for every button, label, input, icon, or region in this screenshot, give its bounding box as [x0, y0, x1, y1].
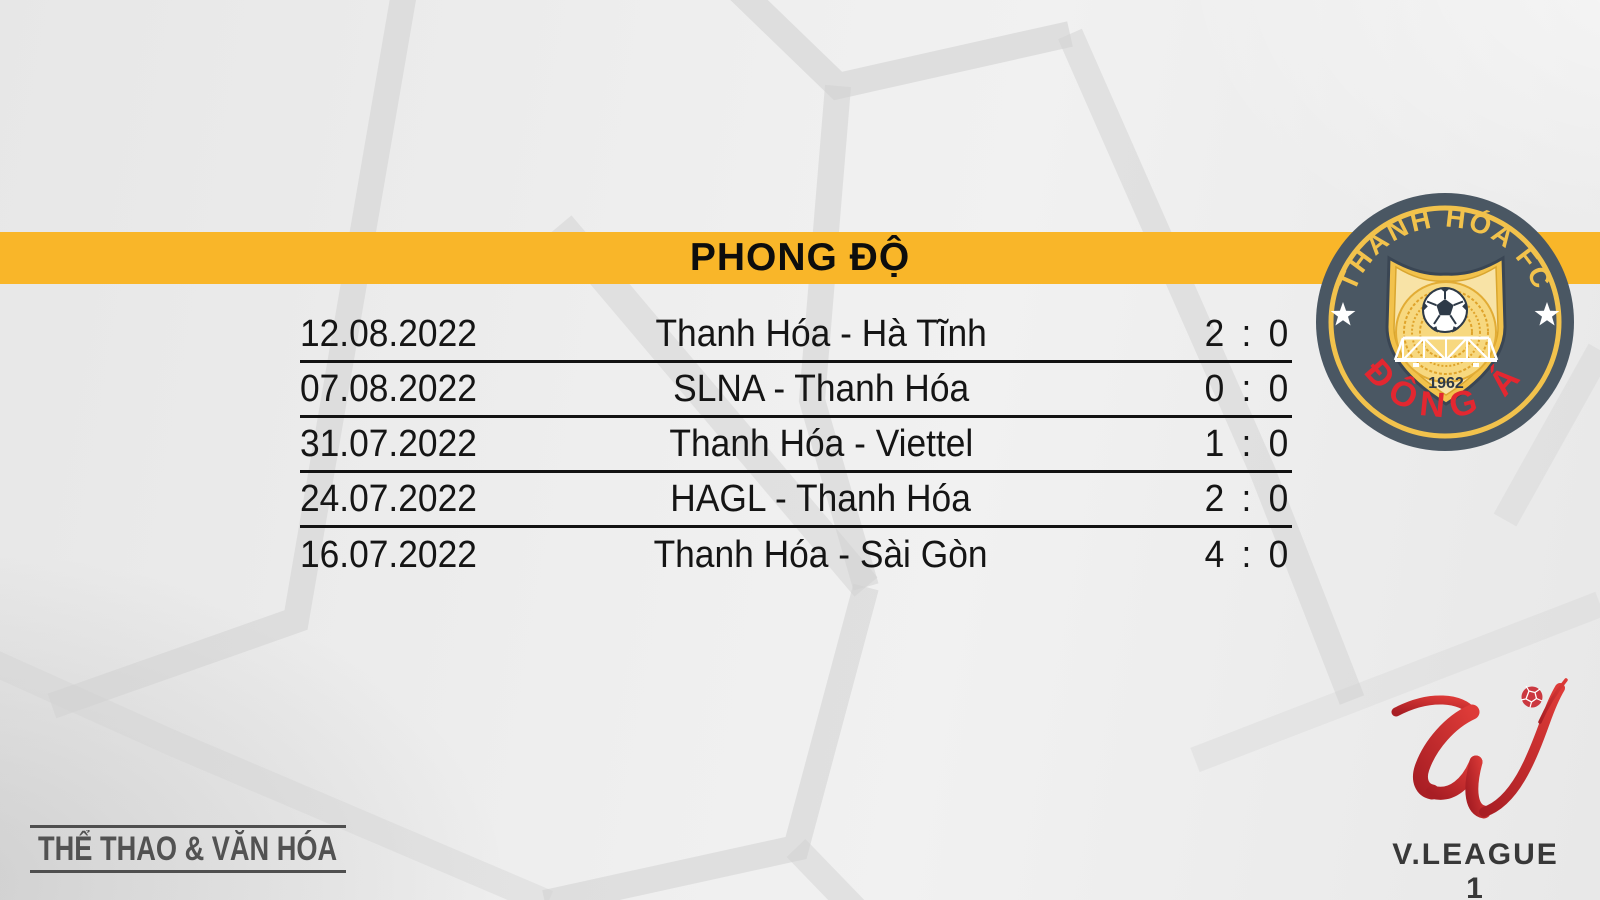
- match-score: 1 : 0: [1204, 422, 1292, 465]
- badge-gold-ring: [1328, 205, 1562, 439]
- vleague-wordmark: V.LEAGUE 1: [1392, 838, 1559, 900]
- shield-icon: 1962: [1385, 255, 1507, 406]
- match-date: 24.07.2022: [300, 477, 477, 520]
- star-icon: [1534, 302, 1560, 326]
- match-date: 31.07.2022: [300, 422, 477, 465]
- thanh-hoa-fc-badge: 1962 THANH HÓA FC ĐÔNG Á: [1316, 193, 1574, 451]
- match-date: 07.08.2022: [300, 367, 477, 410]
- star-icon: [1330, 302, 1356, 326]
- newspaper-wordmark: THỂ THAO & VĂN HÓA: [38, 830, 338, 868]
- match-fixture: HAGL - Thanh Hóa: [670, 477, 972, 520]
- soccer-ball-icon: [1422, 287, 1468, 333]
- table-row: 24.07.2022 HAGL - Thanh Hóa 2 : 0: [300, 473, 1292, 528]
- match-results-table: 12.08.2022 Thanh Hóa - Hà Tĩnh 2 : 0 07.…: [300, 308, 1292, 583]
- table-row: 16.07.2022 Thanh Hóa - Sài Gòn 4 : 0: [300, 528, 1292, 583]
- newspaper-logo: THỂ THAO & VĂN HÓA: [30, 825, 346, 873]
- match-date: 16.07.2022: [300, 534, 477, 576]
- match-score: 4 : 0: [1204, 534, 1292, 576]
- table-row: 12.08.2022 Thanh Hóa - Hà Tĩnh 2 : 0: [300, 308, 1292, 363]
- match-date: 12.08.2022: [300, 312, 477, 355]
- vleague-swoosh-icon: [1391, 678, 1568, 819]
- page-title: PHONG ĐỘ: [689, 236, 911, 279]
- match-score: 2 : 0: [1204, 312, 1292, 355]
- match-fixture: Thanh Hóa - Viettel: [669, 422, 973, 465]
- match-score: 0 : 0: [1204, 367, 1292, 410]
- table-row: 07.08.2022 SLNA - Thanh Hóa 0 : 0: [300, 363, 1292, 418]
- match-fixture: Thanh Hóa - Hà Tĩnh: [655, 312, 987, 355]
- match-score: 2 : 0: [1204, 477, 1292, 520]
- bridge-icon: [1393, 336, 1499, 367]
- badge-year-label: 1962: [1428, 375, 1464, 392]
- match-fixture: Thanh Hóa - Sài Gòn: [654, 534, 988, 576]
- table-row: 31.07.2022 Thanh Hóa - Viettel 1 : 0: [300, 418, 1292, 473]
- match-fixture: SLNA - Thanh Hóa: [672, 367, 970, 410]
- vleague-ball-icon: [1520, 685, 1543, 708]
